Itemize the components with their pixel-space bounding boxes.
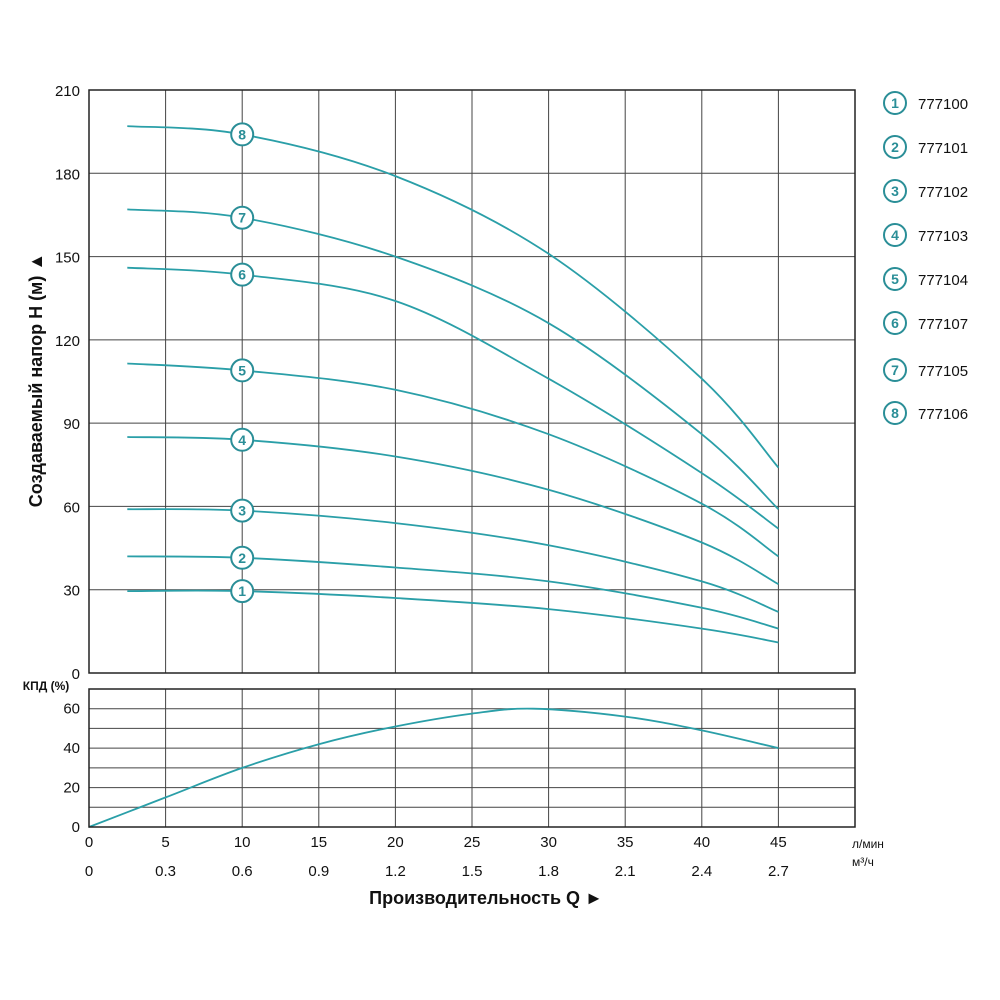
curve-marker-label: 8: [238, 126, 246, 142]
head-curve-777107: [127, 266, 779, 530]
efficiency-curves: [88, 707, 779, 828]
head-chart-grid: [89, 90, 855, 673]
x-tick-m3h: 0.6: [232, 863, 253, 880]
x-tick-lmin: 0: [85, 834, 93, 851]
legend-marker-label: 7: [891, 362, 899, 378]
efficiency-y-tick: 0: [72, 819, 80, 836]
efficiency-y-tick: 40: [63, 740, 80, 757]
head-y-tick: 60: [63, 499, 80, 516]
x-tick-lmin: 25: [464, 834, 481, 851]
head-curve-777102: [127, 508, 779, 613]
curve-marker-5: [230, 358, 255, 383]
m3h-unit-label: м³/ч: [852, 855, 874, 869]
legend-marker-4: [883, 223, 907, 247]
head-plot-frame: [88, 89, 856, 674]
curve-marker-6: [230, 262, 255, 287]
curve-marker-8: [230, 122, 255, 147]
x-tick-lmin: 20: [387, 834, 404, 851]
x-tick-lmin: 45: [770, 834, 787, 851]
x-tick-lmin: 30: [540, 834, 557, 851]
x-tick-m3h: 0.3: [155, 863, 176, 880]
x-tick-lmin: 40: [693, 834, 710, 851]
legend-entry-777102: 777102: [918, 184, 968, 201]
legend-marker-label: 6: [891, 315, 899, 331]
legend-marker-3: [883, 179, 907, 203]
x-tick-m3h: 0.9: [308, 863, 329, 880]
legend: 1 777100 2 777101 3 777102 4 777103 5 777104 6 7771…: [883, 91, 968, 425]
curve-marker-4: [230, 427, 255, 452]
curve-marker-label: 1: [238, 583, 246, 599]
legend-entry-777101: 777101: [918, 140, 968, 157]
legend-marker-8: [883, 401, 907, 425]
x-tick-lmin: 5: [161, 834, 169, 851]
legend-entry-777103: 777103: [918, 228, 968, 245]
head-y-tick: 30: [63, 583, 80, 600]
curve-marker-label: 7: [238, 210, 246, 226]
lmin-unit-label: л/мин: [852, 837, 884, 851]
curve-markers: 1 2 3 4 5 6 7 8: [230, 122, 255, 604]
legend-entry-777104: 777104: [918, 272, 968, 289]
legend-marker-label: 2: [891, 139, 899, 155]
head-curve-777101: [127, 555, 779, 630]
head-y-tick: 120: [55, 333, 80, 350]
x-tick-m3h: 0: [85, 863, 93, 880]
efficiency-curve: [88, 707, 779, 828]
curve-marker-7: [230, 205, 255, 230]
x-tick-lmin: 15: [310, 834, 327, 851]
x-tick-lmin: 10: [234, 834, 251, 851]
legend-marker-6: [883, 311, 907, 335]
x-tick-m3h: 2.7: [768, 863, 789, 880]
legend-marker-label: 4: [891, 227, 899, 243]
legend-entry-777107: 777107: [918, 316, 968, 333]
efficiency-plot-frame: [88, 688, 856, 828]
head-y-tick: 0: [72, 666, 80, 683]
x-tick-m3h: 2.1: [615, 863, 636, 880]
curve-marker-label: 3: [238, 503, 246, 519]
efficiency-axis-title: КПД (%): [23, 679, 70, 693]
efficiency-y-tick: 60: [63, 701, 80, 718]
curve-marker-3: [230, 498, 255, 523]
x-tick-m3h: 2.4: [691, 863, 712, 880]
x-tick-m3h: 1.2: [385, 863, 406, 880]
legend-entry-777106: 777106: [918, 406, 968, 423]
head-y-tick: 210: [55, 83, 80, 100]
head-curves: [127, 125, 780, 644]
x-tick-lmin: 35: [617, 834, 634, 851]
legend-entry-777105: 777105: [918, 363, 968, 380]
legend-marker-2: [883, 135, 907, 159]
legend-marker-5: [883, 267, 907, 291]
legend-marker-7: [883, 358, 907, 382]
efficiency-chart-grid: [89, 689, 855, 827]
head-y-tick: 90: [63, 416, 80, 433]
legend-marker-label: 3: [891, 183, 899, 199]
curve-marker-2: [230, 545, 255, 570]
x-tick-m3h: 1.8: [538, 863, 559, 880]
legend-entry-777100: 777100: [918, 96, 968, 113]
curve-marker-1: [230, 579, 255, 604]
head-curve-777100: [127, 589, 779, 644]
curve-marker-label: 4: [238, 432, 246, 448]
curve-marker-label: 2: [238, 550, 246, 566]
axis-labels: 0050.3100.6150.9201.2251.5301.8352.1402.…: [55, 83, 789, 880]
efficiency-y-tick: 20: [63, 780, 80, 797]
head-y-tick: 150: [55, 250, 80, 267]
x-tick-m3h: 1.5: [462, 863, 483, 880]
curve-marker-label: 5: [238, 362, 246, 378]
x-axis-title: Производительность Q ►: [369, 888, 603, 908]
legend-marker-label: 5: [891, 271, 899, 287]
legend-marker-label: 8: [891, 405, 899, 421]
head-y-tick: 180: [55, 166, 80, 183]
legend-marker-label: 1: [891, 95, 899, 111]
head-axis-title: Создаваемый напор H (м) ▲: [26, 253, 46, 507]
legend-marker-1: [883, 91, 907, 115]
curve-marker-label: 6: [238, 267, 246, 283]
